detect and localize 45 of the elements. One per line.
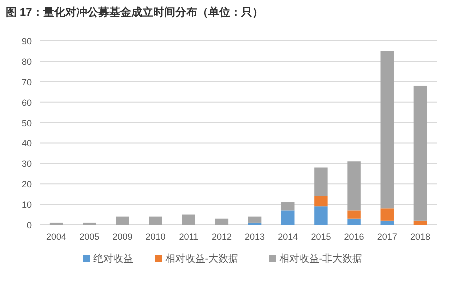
x-tick-label: 2017	[377, 232, 398, 242]
plot: 0 10 20 30 40 50 60 70 80 90 2004 2005 2009 2010 2011 2012 2013 2014 2015 2016 2017 2018	[22, 36, 438, 242]
x-tick-label: 2005	[80, 232, 100, 242]
bar	[149, 216, 162, 225]
bar	[314, 196, 328, 207]
bar	[282, 210, 295, 225]
bar	[248, 216, 262, 223]
x-tick-label: 2004	[46, 232, 67, 242]
legend-label: 相对收益-非大数据	[279, 253, 363, 265]
y-tick-label: 70	[22, 77, 32, 88]
legend-label: 绝对收益	[93, 253, 134, 265]
bar	[348, 218, 361, 225]
bar	[414, 86, 428, 221]
bar	[380, 51, 394, 209]
y-tick-label: 60	[22, 98, 32, 108]
y-tick-label: 0	[26, 220, 32, 230]
legend-label: 相对收益-大数据	[165, 253, 239, 265]
x-tick-label: 2010	[146, 232, 166, 242]
x-tick-label: 2016	[344, 232, 364, 242]
y-tick-label: 20	[22, 180, 32, 190]
y-tick-label: 40	[22, 138, 32, 149]
bar	[282, 202, 295, 211]
x-tick-label: 2011	[179, 232, 199, 242]
y-tick-label: 30	[22, 159, 32, 170]
title: 图 17：量化对冲公募基金成立时间分布（单位：只）	[6, 7, 264, 19]
x-tick-label: 2014	[278, 232, 298, 242]
bar	[348, 210, 361, 219]
bar	[314, 206, 328, 225]
bar	[314, 168, 328, 196]
x-tick-label: 2009	[112, 232, 133, 242]
bar	[215, 218, 229, 225]
x-tick-label: 2018	[410, 232, 430, 242]
y-tick-label: 90	[22, 36, 32, 46]
bar	[182, 214, 196, 225]
bar	[380, 208, 394, 221]
bar	[380, 220, 394, 225]
x-tick-label: 2013	[245, 232, 266, 242]
y-tick-label: 80	[22, 56, 32, 67]
y-tick-label: 50	[22, 118, 32, 128]
bar	[348, 162, 361, 211]
x-tick-label: 2015	[311, 232, 332, 242]
x-tick-label: 2012	[212, 232, 232, 242]
y-tick-label: 10	[22, 200, 32, 210]
bar	[414, 220, 428, 225]
bar	[116, 216, 130, 225]
